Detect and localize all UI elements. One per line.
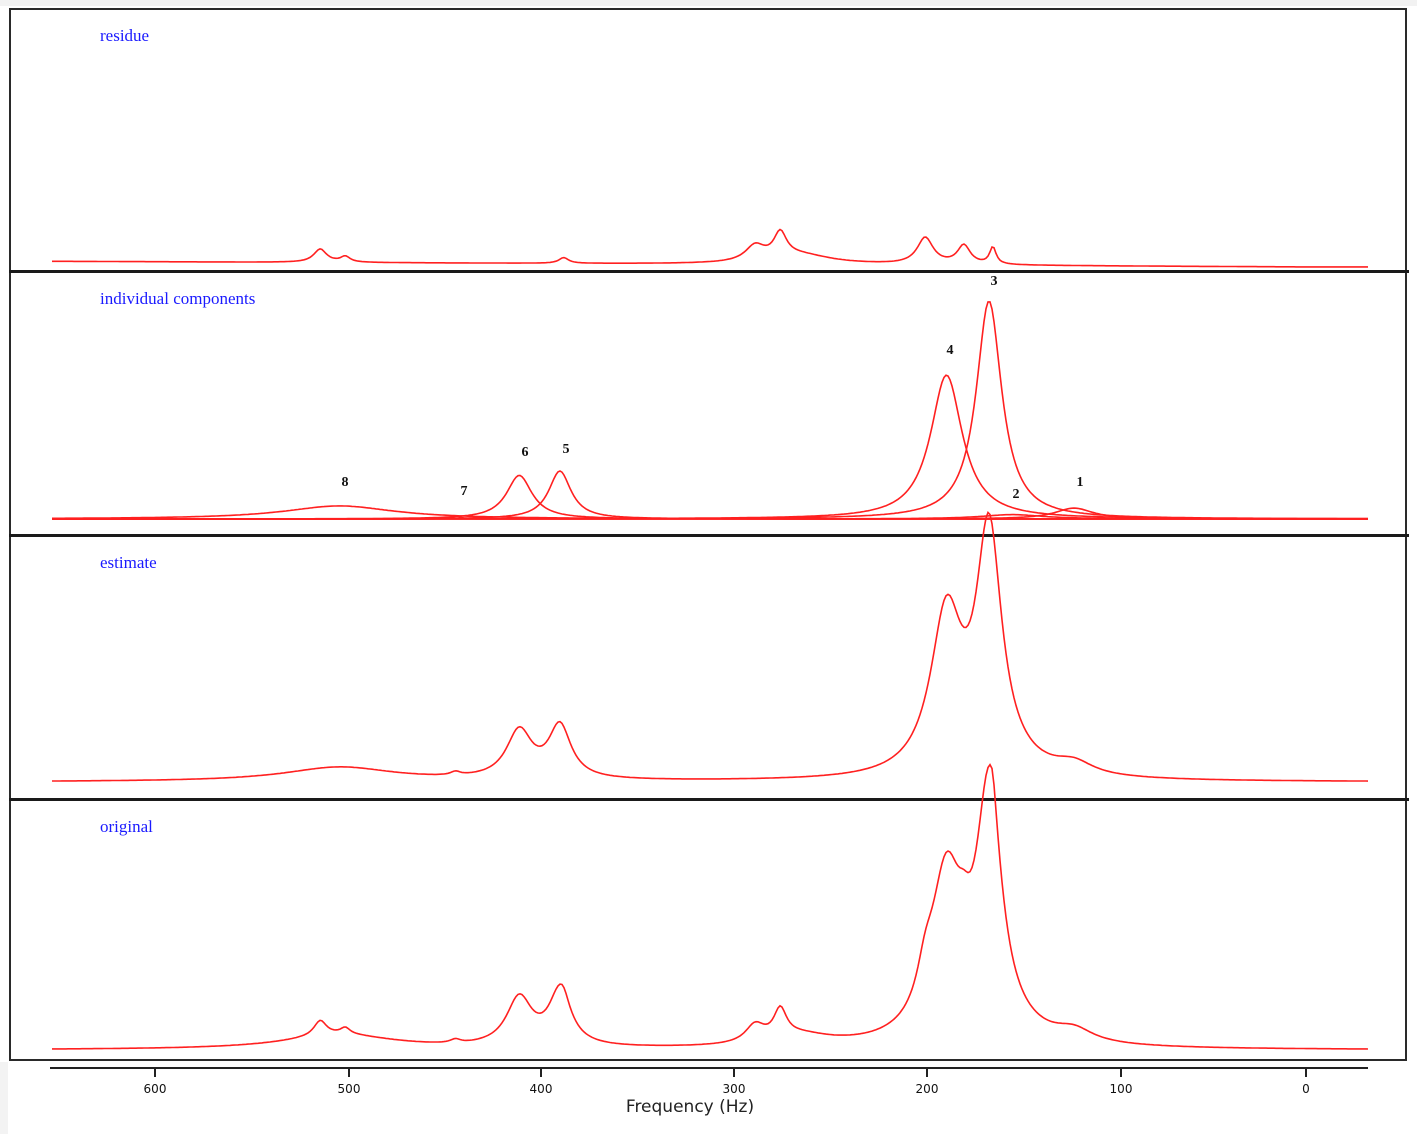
peak-label-8: 8 (341, 475, 349, 490)
component-curve-4 (52, 374, 1368, 520)
x-tick-label-500: 500 (337, 1082, 361, 1096)
peak-label-4: 4 (946, 343, 954, 358)
panel-divider-2 (9, 534, 1409, 537)
x-tick-100 (1120, 1068, 1122, 1077)
component-curve-8 (52, 505, 1368, 520)
component-curve-6 (52, 474, 1368, 520)
x-axis-label: Frequency (Hz) (625, 1097, 755, 1117)
x-tick-label-400: 400 (529, 1082, 553, 1096)
peak-label-5: 5 (562, 442, 570, 457)
estimate-curve (52, 511, 1369, 782)
x-tick-label-300: 300 (722, 1082, 746, 1096)
panel-label-estimate: estimate (100, 553, 157, 572)
peak-label-1: 1 (1076, 475, 1084, 490)
x-tick-0 (1305, 1068, 1307, 1077)
x-tick-300 (733, 1068, 735, 1077)
original-curve (52, 763, 1369, 1050)
left-gutter (0, 1062, 8, 1134)
peak-label-3: 3 (990, 274, 998, 289)
page-background (0, 0, 1417, 6)
x-tick-600 (154, 1068, 156, 1077)
peak-label-6: 6 (521, 445, 529, 460)
x-tick-label-0: 0 (1302, 1082, 1310, 1096)
panel-label-residue: residue (100, 26, 150, 45)
x-tick-label-600: 600 (143, 1082, 167, 1096)
panel-divider-1 (9, 270, 1409, 273)
x-tick-200 (926, 1068, 928, 1077)
x-tick-label-200: 200 (915, 1082, 939, 1096)
x-axis-line (50, 1067, 1368, 1069)
x-tick-500 (348, 1068, 350, 1077)
residue-curve (52, 228, 1368, 268)
component-curve-5 (52, 470, 1368, 520)
x-tick-label-100: 100 (1109, 1082, 1133, 1096)
panel-label-original: original (100, 817, 153, 836)
peak-label-2: 2 (1012, 487, 1020, 502)
panel-divider-3 (9, 798, 1409, 801)
components-curves (52, 301, 1368, 520)
panel-label-components: individual components (100, 289, 256, 308)
x-tick-400 (540, 1068, 542, 1077)
peak-label-7: 7 (460, 484, 468, 499)
component-curve-3 (52, 301, 1368, 520)
